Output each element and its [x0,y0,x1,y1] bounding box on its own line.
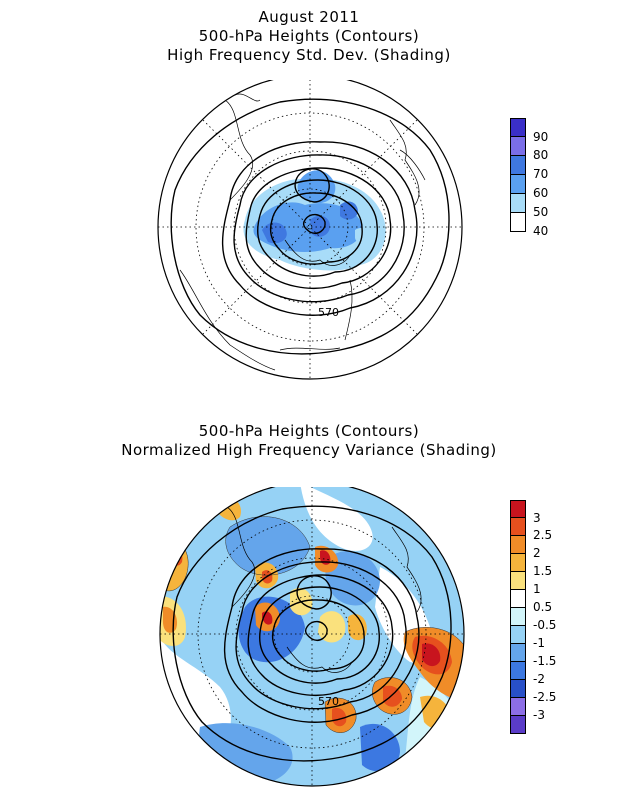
top-panel-title: August 2011 500-hPa Heights (Contours) H… [0,8,618,65]
bottom-colorbar-swatch [510,716,526,734]
bottom-colorbar-swatch: -0.5 [510,608,556,632]
bottom-variance-contours [160,516,464,733]
top-graticule [158,80,462,379]
top-colorbar-swatch: 50 [510,194,548,219]
bottom-colorbar-swatch: 1.5 [510,554,552,578]
bottom-title-line-2: Normalized High Frequency Variance (Shad… [121,441,497,459]
bottom-colorbar-label: -1.5 [533,654,557,668]
top-colorbar-swatch: 70 [510,156,548,181]
bottom-title-line-1: 500-hPa Heights (Contours) [198,422,420,440]
top-std-dev-shading [243,170,386,271]
top-colorbar-swatch: 80 [510,137,548,162]
bottom-colorbar-label: 2 [533,546,541,560]
bottom-colorbar-label: -2 [533,672,545,686]
bottom-colorbar-swatch: -2.5 [510,680,556,704]
bottom-colorbar-swatch: 1 [510,572,541,596]
bottom-panel-title: 500-hPa Heights (Contours) Normalized Hi… [0,422,618,460]
top-coastlines [179,93,426,371]
bottom-colorbar-swatch: 2.5 [510,518,552,542]
bottom-colorbar-label: -1 [533,636,545,650]
bottom-variance-shading [160,487,464,786]
bottom-colorbar-swatch: 0.5 [510,590,552,614]
top-title-line-1: August 2011 [258,8,360,26]
bottom-colorbar-label: 0.5 [533,600,553,614]
top-colorbar-label: 40 [533,224,549,238]
bottom-colorbar-label: 1.5 [533,564,553,578]
bottom-polar-map: 570 [159,487,465,787]
bottom-colorbar-swatch: -1 [510,626,545,650]
top-polar-map: 570 [157,80,463,380]
top-colorbar-label: 50 [533,205,549,219]
bottom-contour-label: 570 [318,695,339,708]
bottom-colorbar-swatch: -3 [510,698,545,722]
bottom-colorbar-swatch: -1.5 [510,644,556,668]
top-colorbar-label: 60 [533,186,549,200]
bottom-colorbar-swatch: -2 [510,662,545,686]
top-colorbar-swatch: 40 [510,213,548,238]
top-colorbar-swatch: 90 [510,118,548,144]
bottom-coastlines [226,506,422,673]
bottom-colorbar-label: -0.5 [533,618,557,632]
top-title-line-2: 500-hPa Heights (Contours) [198,27,420,45]
bottom-colorbar-label: -3 [533,708,545,722]
top-colorbar-label: 80 [533,148,549,162]
bottom-colorbar-label: 3 [533,511,541,525]
bottom-height-contours [172,505,452,762]
bottom-graticule [160,487,464,786]
bottom-colorbar-label: -2.5 [533,690,557,704]
top-colorbar-label: 70 [533,167,549,181]
bottom-colorbar-swatch: 3 [510,500,541,525]
top-contour-label: 570 [318,306,339,319]
top-height-contours [170,98,450,355]
bottom-colorbar: 3 2.5 2 1.5 1 0.5 -0.5 -1 -1.5 -2 -2.5 -3 [510,500,556,734]
top-colorbar: 90 80 70 60 50 40 [510,118,548,238]
top-colorbar-swatch: 60 [510,175,548,200]
top-title-line-3: High Frequency Std. Dev. (Shading) [167,46,451,64]
bottom-colorbar-label: 1 [533,582,541,596]
top-map-boundary [157,80,463,380]
top-colorbar-label: 90 [533,130,549,144]
bottom-colorbar-label: 2.5 [533,528,553,542]
bottom-map-boundary [159,487,465,787]
bottom-colorbar-swatch: 2 [510,536,541,560]
